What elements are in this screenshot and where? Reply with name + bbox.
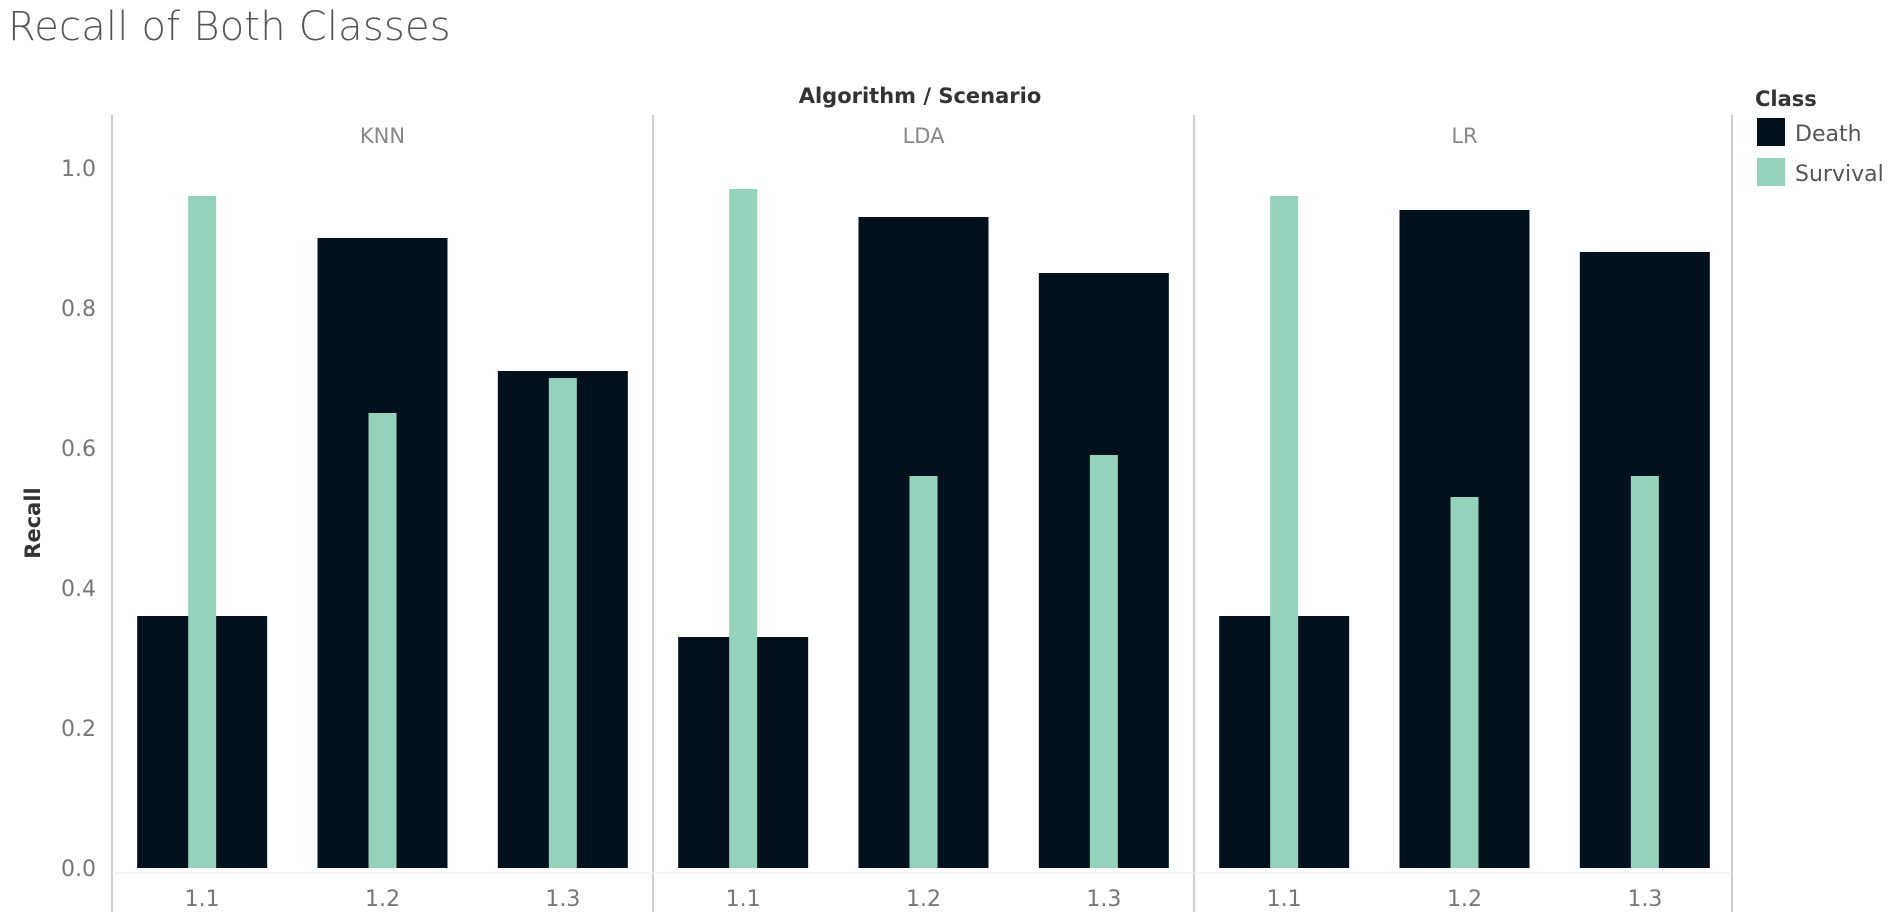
legend-swatch-survival xyxy=(1757,158,1785,186)
y-tick-label: 0.0 xyxy=(61,857,96,882)
x-tick-label: 1.1 xyxy=(185,887,220,912)
legend-title: Class xyxy=(1755,87,1817,111)
bar-survival xyxy=(729,189,758,868)
x-tick-label: 1.3 xyxy=(1086,887,1121,912)
x-tick-label: 1.1 xyxy=(726,887,761,912)
y-tick-label: 0.2 xyxy=(61,717,96,742)
bar-survival xyxy=(548,378,577,868)
y-axis-title: Recall xyxy=(21,487,45,558)
bar-survival xyxy=(188,196,217,868)
x-tick-label: 1.1 xyxy=(1267,887,1302,912)
y-tick-label: 1.0 xyxy=(61,157,96,182)
x-tick-label: 1.2 xyxy=(906,887,941,912)
y-tick-label: 0.6 xyxy=(61,437,96,462)
column-header: Algorithm / Scenario xyxy=(799,84,1042,108)
y-tick-label: 0.4 xyxy=(61,577,96,602)
legend-label-survival: Survival xyxy=(1795,162,1884,187)
x-tick-label: 1.2 xyxy=(365,887,400,912)
bar-survival xyxy=(1450,497,1479,868)
bar-survival xyxy=(368,413,397,868)
legend-swatch-death xyxy=(1757,118,1785,146)
x-tick-label: 1.3 xyxy=(545,887,580,912)
group-label: KNN xyxy=(360,124,405,148)
y-tick-label: 0.8 xyxy=(61,297,96,322)
group-label: LR xyxy=(1451,124,1477,148)
bar-survival xyxy=(1270,196,1299,868)
bar-survival xyxy=(1089,455,1118,868)
x-tick-label: 1.3 xyxy=(1627,887,1662,912)
group-label: LDA xyxy=(903,124,946,148)
legend-label-death: Death xyxy=(1795,122,1862,147)
bar-survival xyxy=(909,476,938,868)
bar-survival xyxy=(1630,476,1659,868)
x-tick-label: 1.2 xyxy=(1447,887,1482,912)
chart-title: Recall of Both Classes xyxy=(8,4,451,50)
